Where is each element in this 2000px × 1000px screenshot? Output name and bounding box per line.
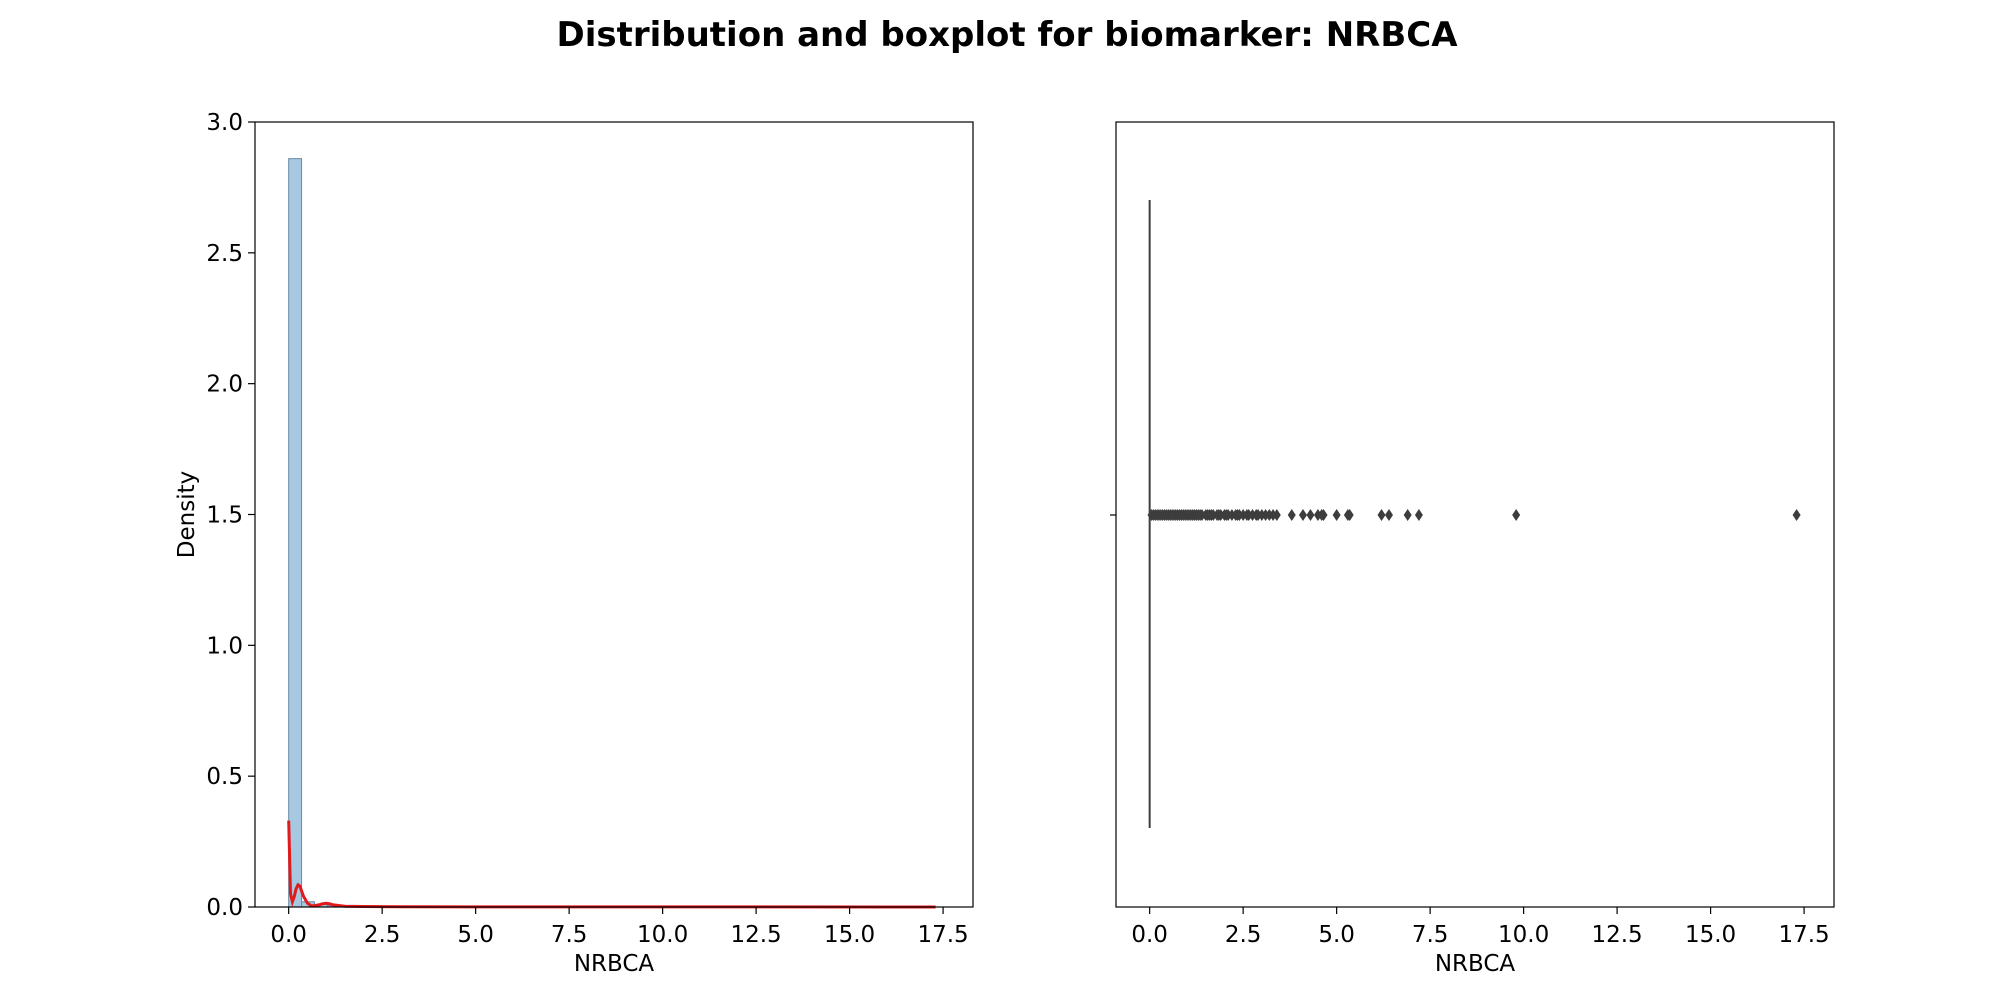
boxplot-outlier <box>1384 509 1393 521</box>
histogram-x-tick-label: 15.0 <box>824 922 875 948</box>
boxplot-x-tick-label: 0.0 <box>1131 922 1168 948</box>
histogram-x-ticks: 0.0 2.5 5.0 7.5 10.0 12.5 15.0 17.5 <box>270 907 969 948</box>
boxplot-panel: 0.0 2.5 5.0 7.5 10.0 12.5 15.0 17.5 NRBCA <box>1110 121 1835 977</box>
histogram-y-axis-label: Density <box>174 471 200 558</box>
histogram-y-tick-label: 1.5 <box>206 503 243 529</box>
boxplot-outlier <box>1306 509 1315 521</box>
boxplot-outlier <box>1414 509 1423 521</box>
histogram-x-tick-label: 10.0 <box>637 922 688 948</box>
boxplot-outlier <box>1792 509 1801 521</box>
boxplot-x-tick-label: 15.0 <box>1685 922 1736 948</box>
histogram-y-tick-label: 3.0 <box>206 110 243 136</box>
boxplot-axes-frame <box>1115 121 1835 908</box>
boxplot-outlier <box>1332 509 1341 521</box>
histogram-y-tick-label: 0.0 <box>206 895 243 921</box>
boxplot-x-ticks: 0.0 2.5 5.0 7.5 10.0 12.5 15.0 17.5 <box>1131 907 1830 948</box>
histogram-y-ticks: 0.0 0.5 1.0 1.5 2.0 2.5 3.0 <box>206 110 255 921</box>
boxplot-x-tick-label: 12.5 <box>1591 922 1642 948</box>
histogram-x-tick-label: 17.5 <box>917 922 968 948</box>
boxplot-outliers <box>1147 509 1801 521</box>
histogram-bars <box>288 158 341 908</box>
boxplot-x-axis-label: NRBCA <box>1435 951 1516 977</box>
histogram-y-tick-label: 1.0 <box>206 633 243 659</box>
boxplot-x-tick-label: 17.5 <box>1778 922 1829 948</box>
boxplot-x-tick-label: 5.0 <box>1318 922 1355 948</box>
histogram-y-tick-label: 0.5 <box>206 764 243 790</box>
histogram-x-tick-label: 12.5 <box>730 922 781 948</box>
histogram-y-tick-label: 2.5 <box>206 241 243 267</box>
histogram-bar-0 <box>288 158 303 908</box>
histogram-x-tick-label: 2.5 <box>364 922 401 948</box>
boxplot-x-tick-label: 2.5 <box>1225 922 1262 948</box>
histogram-y-tick-label: 2.0 <box>206 372 243 398</box>
boxplot-outlier <box>1512 509 1521 521</box>
figure-title: Distribution and boxplot for biomarker: … <box>556 15 1458 55</box>
histogram-x-tick-label: 0.0 <box>270 922 307 948</box>
histogram-panel: 0.0 2.5 5.0 7.5 10.0 12.5 15.0 17.5 0.0 0.5 1.0 1.… <box>174 110 974 977</box>
boxplot-outlier <box>1345 509 1354 521</box>
histogram-x-tick-label: 7.5 <box>551 922 588 948</box>
boxplot-x-tick-label: 7.5 <box>1412 922 1449 948</box>
boxplot-outlier <box>1403 509 1412 521</box>
boxplot-x-tick-label: 10.0 <box>1498 922 1549 948</box>
boxplot-outlier <box>1377 509 1386 521</box>
boxplot-outlier <box>1319 509 1328 521</box>
histogram-x-axis-label: NRBCA <box>574 951 655 977</box>
histogram-x-tick-label: 5.0 <box>457 922 494 948</box>
boxplot-outlier <box>1298 509 1307 521</box>
boxplot-outlier <box>1272 509 1281 521</box>
boxplot-outlier <box>1287 509 1296 521</box>
histogram-axes-frame <box>254 121 974 908</box>
kde-line <box>287 820 936 909</box>
